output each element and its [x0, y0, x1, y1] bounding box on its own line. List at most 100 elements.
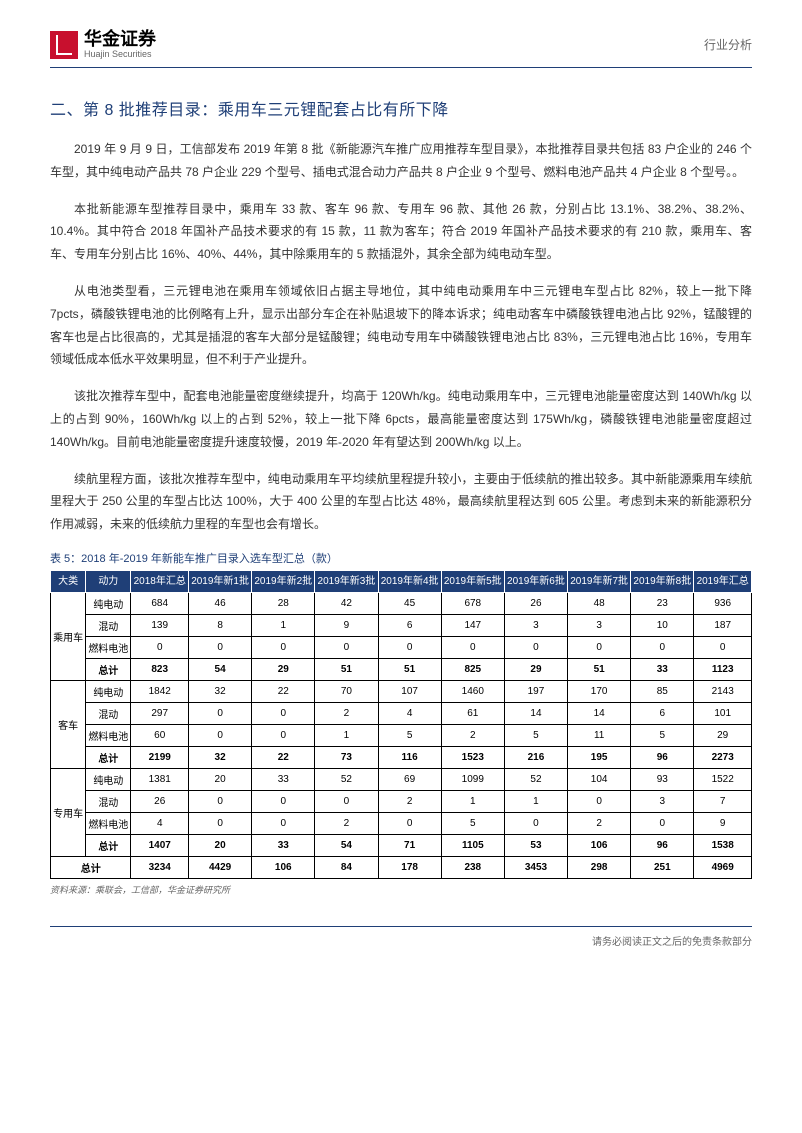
- table-cell: 4: [131, 812, 189, 834]
- table-cell: 0: [252, 812, 315, 834]
- disclaimer-text: 请务必阅读正文之后的免责条款部分: [592, 933, 752, 948]
- table-cell: 0: [631, 812, 694, 834]
- table-cell: 0: [568, 636, 631, 658]
- table-cell: 0: [378, 812, 441, 834]
- table-cell: 51: [568, 658, 631, 680]
- table-cell: 2: [315, 702, 378, 724]
- header-rule: [50, 67, 752, 68]
- table-cell: 乘用车: [51, 592, 86, 680]
- table-cell: 22: [252, 680, 315, 702]
- table-cell: 纯电动: [86, 680, 131, 702]
- table-cell: 0: [441, 636, 504, 658]
- table-cell: 5: [378, 724, 441, 746]
- table-cell: 45: [378, 592, 441, 614]
- table-cell: 1105: [441, 834, 504, 856]
- page-root: 华金证券 Huajin Securities 行业分析 二、第 8 批推荐目录：…: [0, 0, 802, 988]
- table-cell: 33: [631, 658, 694, 680]
- table-cell: 33: [252, 768, 315, 790]
- table-cell: 936: [694, 592, 752, 614]
- table-cell: 1: [252, 614, 315, 636]
- table-cell: 60: [131, 724, 189, 746]
- col-header: 2019年新1批: [189, 570, 252, 592]
- table-cell: 10: [631, 614, 694, 636]
- table-row: 混动29700246114146101: [51, 702, 752, 724]
- table-cell: 61: [441, 702, 504, 724]
- table-cell: 9: [694, 812, 752, 834]
- table-cell: 0: [189, 702, 252, 724]
- header-right-label: 行业分析: [704, 36, 752, 53]
- table-cell: 1381: [131, 768, 189, 790]
- table-cell: 0: [315, 636, 378, 658]
- table-cell: 823: [131, 658, 189, 680]
- table-cell: 32: [189, 680, 252, 702]
- table-cell: 178: [378, 856, 441, 878]
- table-cell: 70: [315, 680, 378, 702]
- col-header: 2019年新6批: [504, 570, 567, 592]
- table-cell: 14: [568, 702, 631, 724]
- table-cell: 139: [131, 614, 189, 636]
- logo-text-block: 华金证券 Huajin Securities: [84, 30, 156, 59]
- table-cell: 专用车: [51, 768, 86, 856]
- table-cell: 总计: [51, 856, 131, 878]
- table-cell: 客车: [51, 680, 86, 768]
- table-cell: 684: [131, 592, 189, 614]
- table-cell: 混动: [86, 702, 131, 724]
- table-cell: 1: [441, 790, 504, 812]
- table-cell: 116: [378, 746, 441, 768]
- table-cell: 14: [504, 702, 567, 724]
- table-row: 乘用车纯电动68446284245678264823936: [51, 592, 752, 614]
- table-cell: 20: [189, 834, 252, 856]
- table-cell: 0: [631, 636, 694, 658]
- table-cell: 42: [315, 592, 378, 614]
- table-cell: 29: [252, 658, 315, 680]
- table-cell: 2: [568, 812, 631, 834]
- table-cell: 2273: [694, 746, 752, 768]
- table-cell: 2: [315, 812, 378, 834]
- table-cell: 1538: [694, 834, 752, 856]
- table-cell: 69: [378, 768, 441, 790]
- table-cell: 71: [378, 834, 441, 856]
- table-cell: 187: [694, 614, 752, 636]
- table-cell: 29: [694, 724, 752, 746]
- col-header: 2019年新4批: [378, 570, 441, 592]
- table-cell: 燃料电池: [86, 724, 131, 746]
- table-cell: 0: [189, 812, 252, 834]
- table-cell: 3: [504, 614, 567, 636]
- table-cell: 2143: [694, 680, 752, 702]
- table-cell: 51: [378, 658, 441, 680]
- table-cell: 4429: [189, 856, 252, 878]
- table-cell: 0: [252, 636, 315, 658]
- table-source: 资料来源：乘联会，工信部，华金证券研究所: [50, 883, 752, 896]
- table-row: 混动26000211037: [51, 790, 752, 812]
- page-header: 华金证券 Huajin Securities 行业分析: [50, 30, 752, 59]
- table-cell: 0: [252, 702, 315, 724]
- table-cell: 195: [568, 746, 631, 768]
- col-header: 2018年汇总: [131, 570, 189, 592]
- table-cell: 0: [252, 724, 315, 746]
- table-cell: 26: [131, 790, 189, 812]
- table-cell: 1523: [441, 746, 504, 768]
- table-cell: 1: [504, 790, 567, 812]
- table-cell: 3453: [504, 856, 567, 878]
- table-cell: 燃料电池: [86, 812, 131, 834]
- table-cell: 混动: [86, 614, 131, 636]
- table-cell: 84: [315, 856, 378, 878]
- paragraph: 从电池类型看，三元锂电池在乘用车领域依旧占据主导地位，其中纯电动乘用车中三元锂电…: [50, 280, 752, 371]
- table-cell: 297: [131, 702, 189, 724]
- table-cell: 48: [568, 592, 631, 614]
- table-cell: 33: [252, 834, 315, 856]
- table-cell: 29: [504, 658, 567, 680]
- table-cell: 0: [189, 790, 252, 812]
- table-cell: 96: [631, 746, 694, 768]
- table-cell: 28: [252, 592, 315, 614]
- table-caption: 表 5：2018 年-2019 年新能车推广目录入选车型汇总（款）: [50, 550, 752, 566]
- table-cell: 101: [694, 702, 752, 724]
- table-cell: 0: [315, 790, 378, 812]
- table-cell: 6: [378, 614, 441, 636]
- table-cell: 22: [252, 746, 315, 768]
- table-cell: 5: [441, 812, 504, 834]
- table-cell: 53: [504, 834, 567, 856]
- table-body: 乘用车纯电动68446284245678264823936混动139819614…: [51, 592, 752, 878]
- col-header: 2019年新8批: [631, 570, 694, 592]
- col-header: 2019年新5批: [441, 570, 504, 592]
